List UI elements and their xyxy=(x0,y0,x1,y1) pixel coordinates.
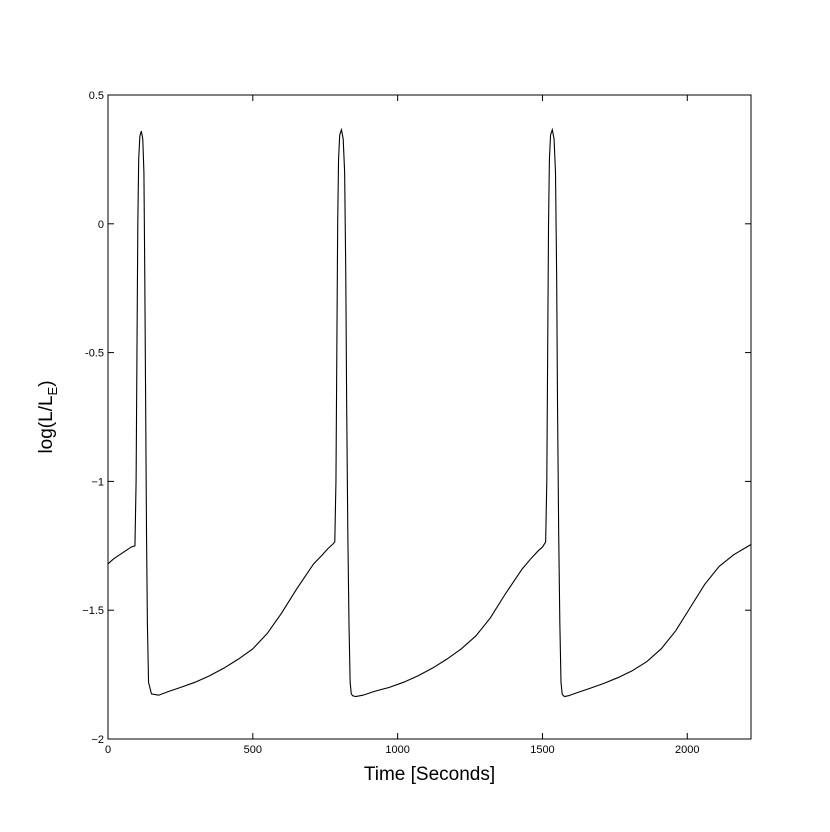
plot-frame xyxy=(107,94,752,740)
y-axis-label-close: ) xyxy=(36,380,57,386)
y-axis-label-main: log(L/L xyxy=(36,395,57,453)
x-tick-label: 1000 xyxy=(385,744,409,756)
series-line xyxy=(107,127,752,698)
y-tick-label: −1 xyxy=(91,476,104,488)
y-tick-label: −2 xyxy=(91,734,104,746)
y-tick-label: −1.5 xyxy=(82,605,104,617)
x-tick-label: 0 xyxy=(105,744,111,756)
x-tick-label: 2000 xyxy=(675,744,699,756)
y-tick-label: 0.5 xyxy=(89,90,104,102)
y-axis-label: log(L/LE) xyxy=(36,380,60,453)
y-tick-label: 0 xyxy=(98,219,104,231)
x-axis-label: Time [Seconds] xyxy=(364,764,495,785)
y-tick-label: -0.5 xyxy=(85,348,104,360)
ticks-layer: 0 500 1000 1500 2000 0.5 0 -0.5 −1 −1.5 −2 xyxy=(82,90,751,756)
x-tick-label: 1500 xyxy=(530,744,554,756)
x-tick-label: 500 xyxy=(244,744,262,756)
y-axis-label-subscript: E xyxy=(45,386,60,395)
